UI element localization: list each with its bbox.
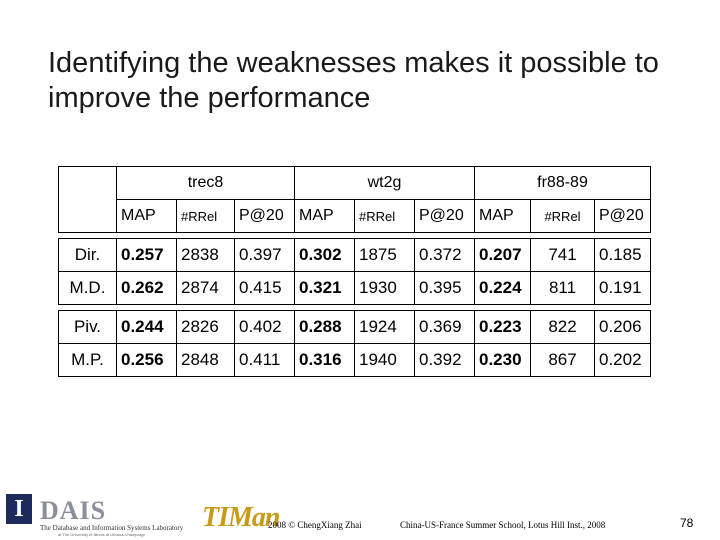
table-cell: 0.244 [116,310,177,344]
table-cell: 0.402 [234,310,295,344]
table-cell: 1930 [354,271,415,305]
table-cell: 0.191 [594,271,651,305]
metric-rrel: #RRel [530,199,595,233]
group-trec8: trec8 [116,166,295,200]
metric-header-row: MAP #RRel P@20 MAP #RRel P@20 MAP #RRel … [59,199,651,233]
row-label: Piv. [58,310,117,344]
table-cell: 2838 [176,238,235,272]
table-cell: 2826 [176,310,235,344]
metric-rrel: #RRel [176,199,235,233]
metric-p20: P@20 [594,199,651,233]
table-cell: 0.202 [594,343,651,377]
table-cell: 0.369 [414,310,475,344]
metric-rrel: #RRel [354,199,415,233]
row-label: Dir. [58,238,117,272]
dais-logo-small-text: at The University of Illinois at Urbana-… [58,532,146,537]
table-cell: 0.262 [116,271,177,305]
table-cell: 0.207 [474,238,531,272]
row-label: M.D. [58,271,117,305]
table-cell: 1875 [354,238,415,272]
table-cell: 2848 [176,343,235,377]
table-cell: 811 [530,271,595,305]
metric-map: MAP [294,199,355,233]
results-table: trec8 wt2g fr88-89 MAP #RRel P@20 MAP #R… [58,166,651,377]
table-cell: 0.415 [234,271,295,305]
table-cell: 0.411 [234,343,295,377]
footer-event: China-US-France Summer School, Lotus Hil… [400,520,606,530]
table-cell: 0.321 [294,271,355,305]
metric-p20: P@20 [414,199,475,233]
timan-logo: TIMan [202,502,280,533]
table-cell: 0.230 [474,343,531,377]
row-label: M.P. [58,343,117,377]
metric-map: MAP [474,199,531,233]
table-cell: 0.302 [294,238,355,272]
metric-map: MAP [116,199,177,233]
group-header-row: trec8 wt2g fr88-89 [58,166,651,233]
corner-cell [58,166,117,233]
table-row: M.D. 0.262 2874 0.415 0.321 1930 0.395 0… [58,271,651,305]
table-cell: 0.206 [594,310,651,344]
table-row: M.P. 0.256 2848 0.411 0.316 1940 0.392 0… [58,343,651,377]
table-cell: 822 [530,310,595,344]
slide-title: Identifying the weaknesses makes it poss… [48,47,659,114]
table-cell: 0.288 [294,310,355,344]
table-cell: 0.224 [474,271,531,305]
table-cell: 0.223 [474,310,531,344]
metric-p20: P@20 [234,199,295,233]
table-row: Dir. 0.257 2838 0.397 0.302 1875 0.372 0… [58,238,651,272]
table-cell: 0.392 [414,343,475,377]
table-cell: 0.397 [234,238,295,272]
table-cell: 2874 [176,271,235,305]
dais-logo: DAIS [40,496,107,525]
dais-logo-subtitle: The Database and Information Systems Lab… [40,524,184,532]
table-cell: 867 [530,343,595,377]
dais-logo-icon: I [6,494,32,524]
table-cell: 0.395 [414,271,475,305]
group-fr88-89: fr88-89 [474,166,651,200]
table-row: Piv. 0.244 2826 0.402 0.288 1924 0.369 0… [58,310,651,344]
footer-copyright: 2008 © ChengXiang Zhai [268,520,362,530]
table-cell: 741 [530,238,595,272]
table-cell: 0.185 [594,238,651,272]
table-cell: 1924 [354,310,415,344]
group-wt2g: wt2g [294,166,475,200]
slide-number: 78 [680,516,694,530]
table-cell: 0.372 [414,238,475,272]
table-cell: 0.316 [294,343,355,377]
table-cell: 1940 [354,343,415,377]
table-cell: 0.257 [116,238,177,272]
table-cell: 0.256 [116,343,177,377]
